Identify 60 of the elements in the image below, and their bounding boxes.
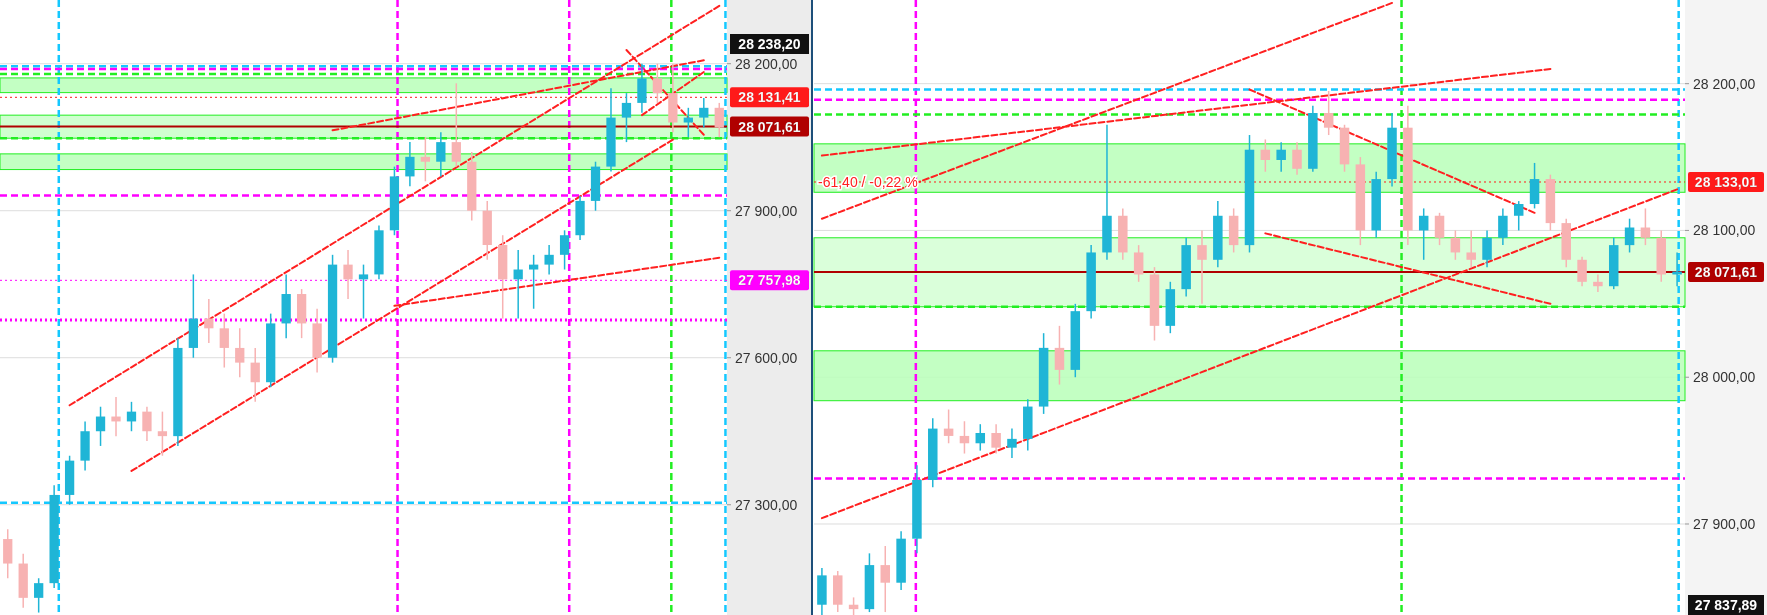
candlestick (95, 405, 106, 447)
candlestick (975, 423, 986, 452)
candlestick (559, 229, 570, 271)
candlestick (683, 107, 693, 138)
candlestick (1577, 256, 1587, 287)
text: 28 238,20 (738, 35, 801, 52)
candlestick (1482, 229, 1492, 268)
ref-line-label: 28 071,61 (1694, 264, 1758, 281)
candlestick (1323, 90, 1334, 136)
candlestick (1434, 212, 1445, 246)
candlestick (405, 141, 415, 187)
ref-line-label: 28 131,41 (738, 89, 801, 106)
candlestick (1292, 141, 1302, 176)
y-tick-label: 27 600,00 (735, 349, 798, 366)
candlestick (880, 545, 891, 613)
y-tick-label: 27 900,00 (735, 202, 798, 219)
candlestick (219, 312, 229, 369)
candlestick (420, 136, 431, 183)
y-tick-label: 27 900,00 (1693, 515, 1756, 532)
y-tick-label: 28 200,00 (1693, 75, 1756, 92)
candlestick (142, 405, 152, 442)
ref-line-label: 28 071,61 (738, 118, 801, 135)
candlestick (1640, 207, 1651, 246)
candlestick (529, 254, 539, 310)
candlestick (714, 102, 724, 138)
candlestick (250, 347, 260, 403)
candlestick (959, 420, 970, 455)
y-tick-label: 28 100,00 (1693, 222, 1756, 239)
candlestick (943, 408, 954, 445)
candlestick (34, 577, 44, 614)
candlestick (1260, 138, 1271, 173)
y-tick-label: 27 300,00 (735, 496, 798, 513)
candlestick (991, 423, 1001, 455)
y-tick-label: 28 000,00 (1693, 369, 1756, 386)
candlestick (1197, 229, 1207, 305)
candlestick (1624, 217, 1635, 254)
candlestick (652, 62, 663, 104)
candlestick (1498, 207, 1508, 246)
candlestick (157, 410, 168, 457)
candlestick (1418, 207, 1429, 261)
ref-line-label: 28 133,01 (1694, 173, 1758, 190)
candlestick (1133, 244, 1144, 283)
y-tick-label: 28 200,00 (735, 55, 798, 72)
candlestick (1450, 229, 1461, 261)
text: 27 837,89 (1694, 596, 1758, 613)
candlestick (1513, 200, 1524, 232)
candlestick (1054, 325, 1065, 386)
candlestick (436, 131, 446, 178)
ref-line-label: 27 757,98 (738, 272, 801, 289)
candlestick (1593, 273, 1603, 293)
candlestick (544, 244, 554, 276)
candlestick (699, 97, 709, 129)
candlestick (358, 263, 369, 320)
candlestick (343, 249, 353, 300)
candlestick (1007, 427, 1017, 459)
candlestick (1466, 229, 1476, 268)
candlestick (1276, 141, 1286, 173)
candlestick (621, 92, 632, 143)
candlestick (235, 327, 245, 379)
candlestick (451, 82, 461, 168)
